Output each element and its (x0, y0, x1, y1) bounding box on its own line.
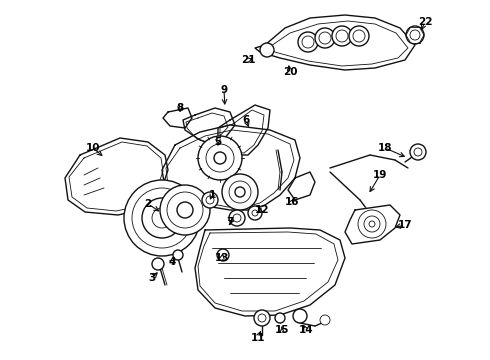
Polygon shape (162, 125, 300, 210)
Circle shape (293, 309, 307, 323)
Polygon shape (183, 108, 235, 145)
Circle shape (353, 30, 365, 42)
Circle shape (364, 216, 380, 232)
Text: 22: 22 (418, 17, 432, 27)
Circle shape (229, 181, 251, 203)
Circle shape (160, 185, 210, 235)
Circle shape (254, 310, 270, 326)
Circle shape (198, 136, 242, 180)
Circle shape (202, 192, 218, 208)
Text: 16: 16 (285, 197, 299, 207)
Circle shape (214, 152, 226, 164)
Polygon shape (218, 105, 270, 155)
Circle shape (229, 210, 245, 226)
Text: 18: 18 (378, 143, 392, 153)
Circle shape (142, 198, 182, 238)
Circle shape (298, 32, 318, 52)
Circle shape (275, 313, 285, 323)
Text: 21: 21 (241, 55, 255, 65)
Polygon shape (163, 108, 192, 128)
Polygon shape (65, 138, 168, 215)
Text: 13: 13 (215, 253, 229, 263)
Circle shape (319, 32, 331, 44)
Text: 19: 19 (373, 170, 387, 180)
Polygon shape (255, 15, 415, 70)
Text: 15: 15 (275, 325, 289, 335)
Circle shape (302, 36, 314, 48)
Circle shape (177, 202, 193, 218)
Circle shape (132, 188, 192, 248)
Polygon shape (345, 205, 400, 244)
Text: 1: 1 (208, 190, 216, 200)
Circle shape (258, 314, 266, 322)
Circle shape (414, 148, 422, 156)
Circle shape (173, 250, 183, 260)
Circle shape (222, 174, 258, 210)
Text: 20: 20 (283, 67, 297, 77)
Circle shape (410, 144, 426, 160)
Circle shape (152, 208, 172, 228)
Text: 14: 14 (299, 325, 313, 335)
Text: 2: 2 (145, 199, 151, 209)
Circle shape (252, 210, 258, 216)
Text: 10: 10 (86, 143, 100, 153)
Circle shape (217, 249, 229, 261)
Circle shape (406, 26, 424, 44)
Circle shape (206, 144, 234, 172)
Circle shape (369, 221, 375, 227)
Circle shape (336, 30, 348, 42)
Circle shape (349, 26, 369, 46)
Polygon shape (288, 172, 315, 200)
Circle shape (233, 214, 241, 222)
Text: 12: 12 (255, 205, 269, 215)
Text: 9: 9 (220, 85, 227, 95)
Circle shape (260, 43, 274, 57)
Text: 17: 17 (398, 220, 412, 230)
Text: 5: 5 (215, 137, 221, 147)
Circle shape (332, 26, 352, 46)
Text: 7: 7 (226, 217, 234, 227)
Circle shape (152, 258, 164, 270)
Text: 6: 6 (243, 115, 249, 125)
Circle shape (124, 180, 200, 256)
Circle shape (358, 210, 386, 238)
Circle shape (206, 196, 214, 204)
Circle shape (235, 187, 245, 197)
Circle shape (167, 192, 203, 228)
Circle shape (410, 30, 420, 40)
Text: 11: 11 (251, 333, 265, 343)
Polygon shape (195, 228, 345, 316)
Circle shape (320, 315, 330, 325)
Circle shape (315, 28, 335, 48)
Text: 8: 8 (176, 103, 184, 113)
Text: 3: 3 (148, 273, 156, 283)
Circle shape (248, 206, 262, 220)
Text: 4: 4 (168, 257, 176, 267)
